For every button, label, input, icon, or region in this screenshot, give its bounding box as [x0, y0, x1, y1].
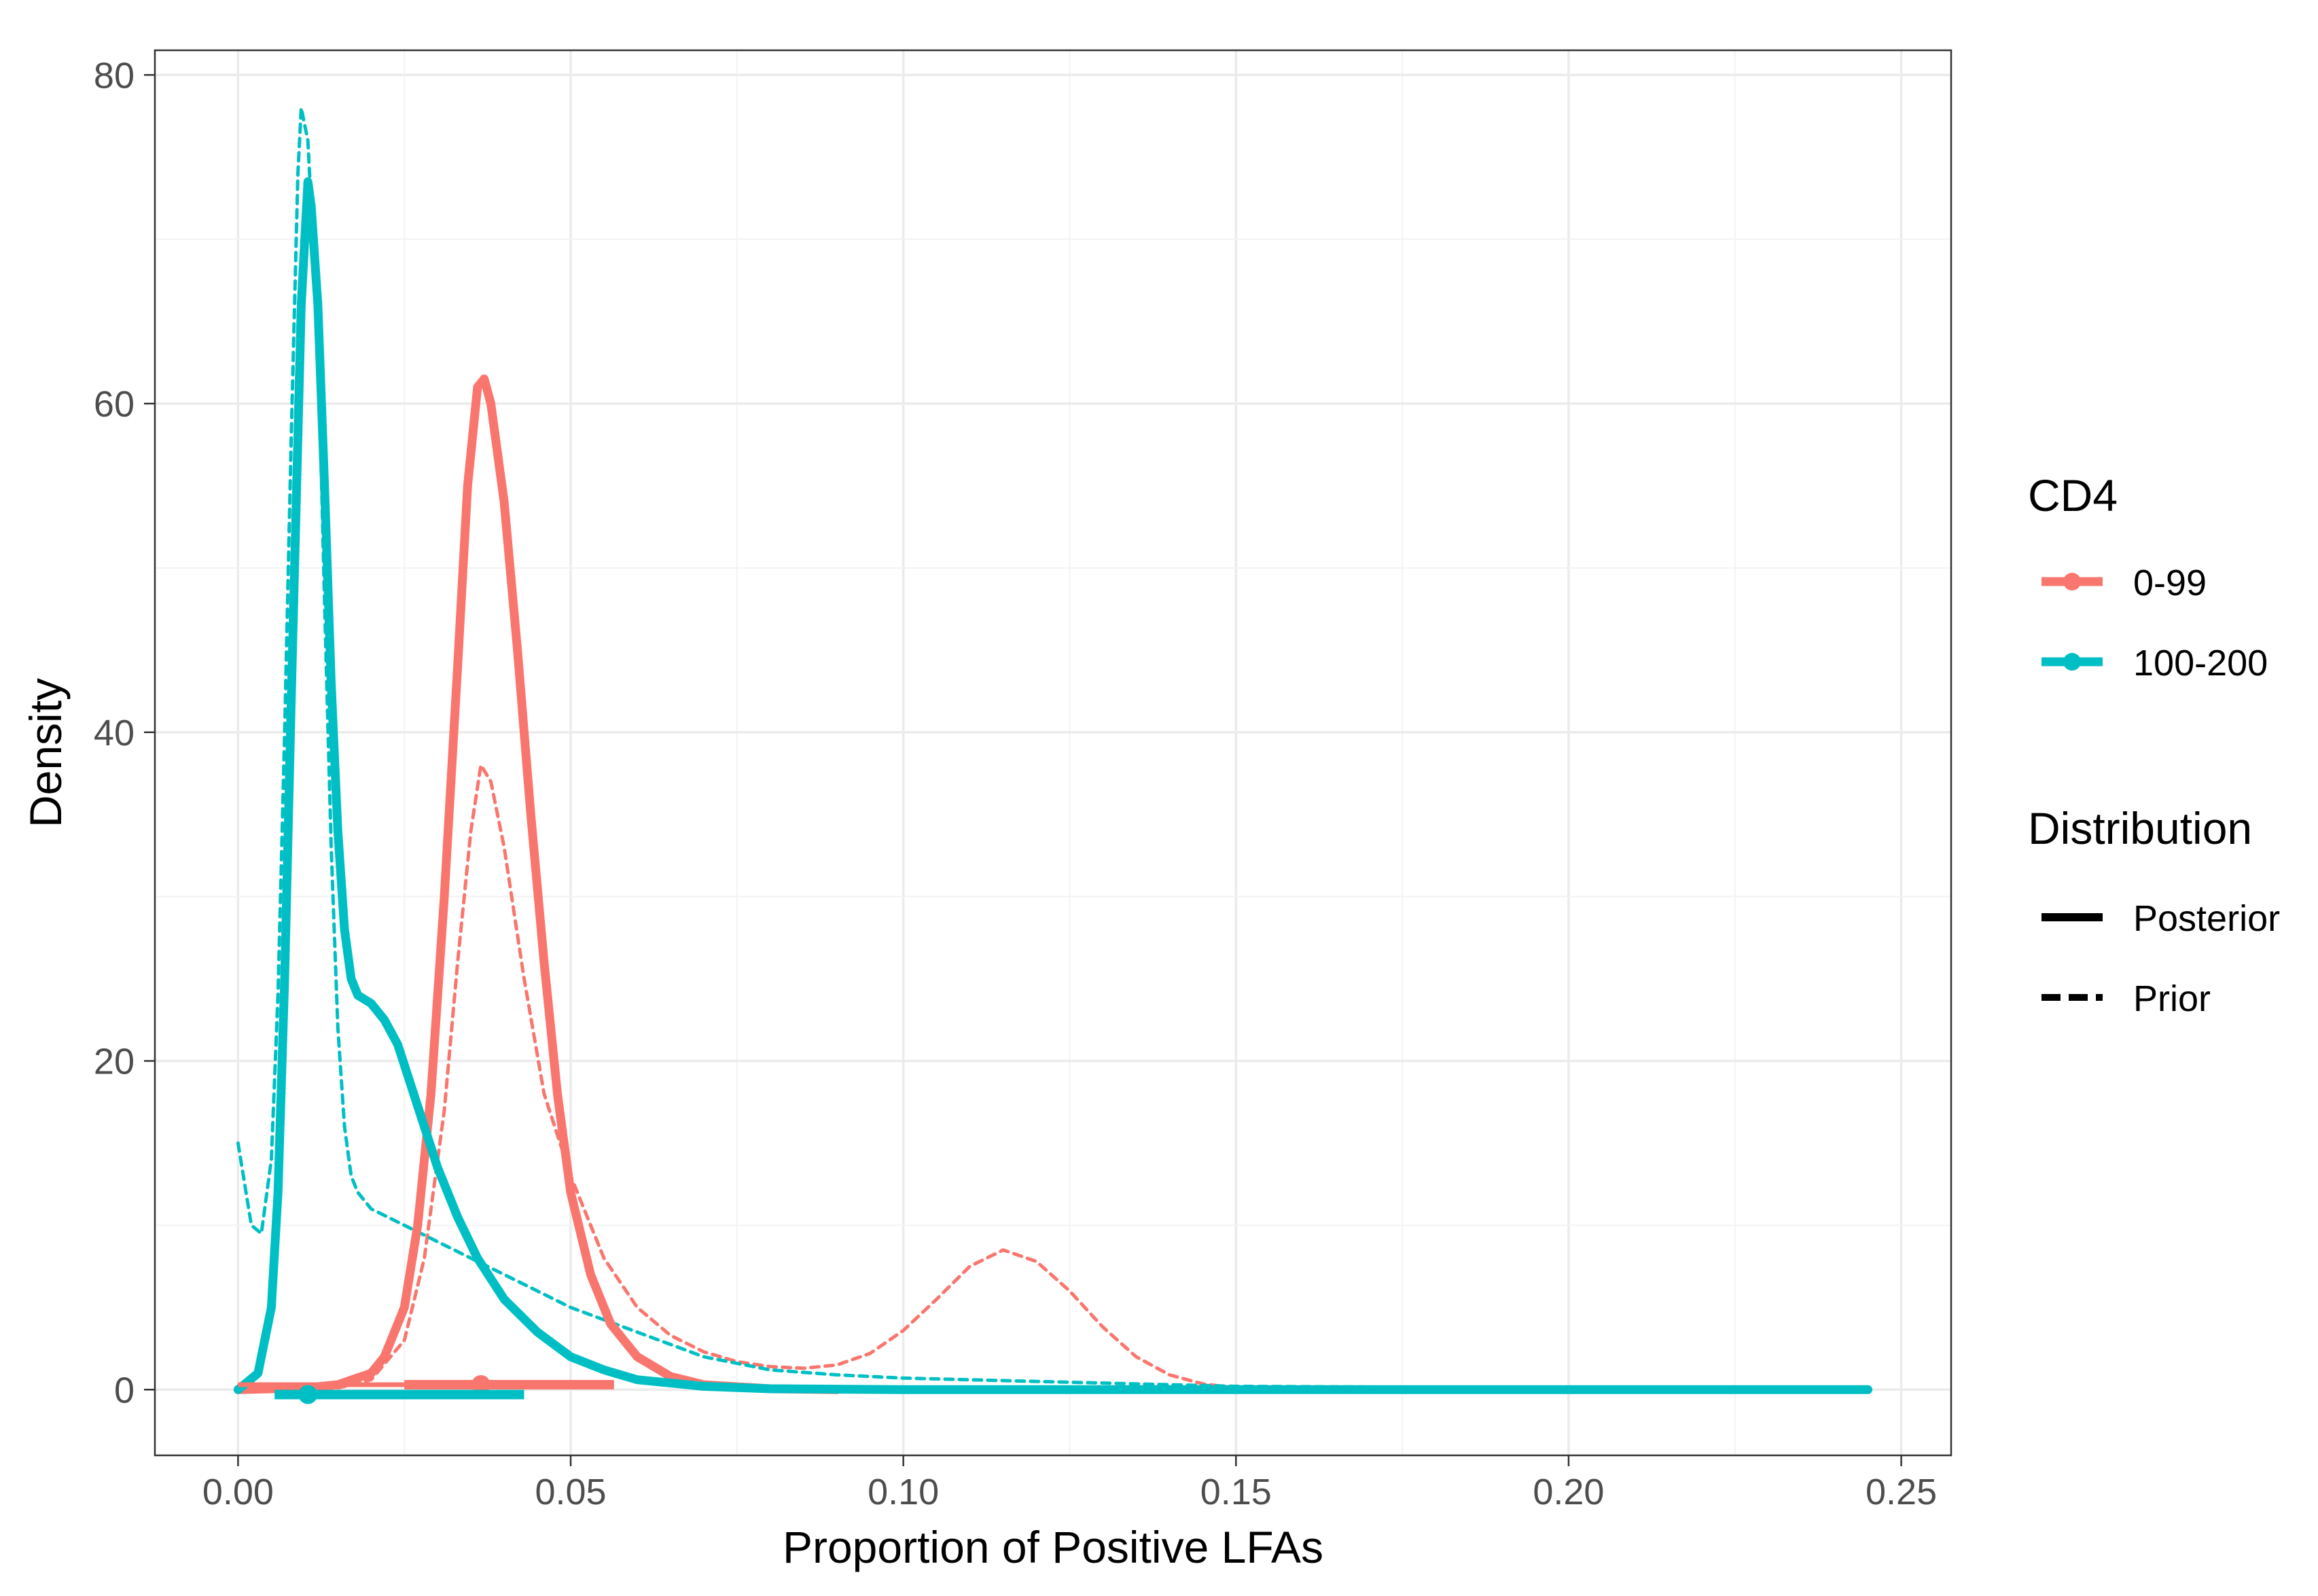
series-line-posterior-100-200 [233, 177, 1873, 1394]
series-line-prior-0-99 [236, 763, 1304, 1391]
y-tick-label: 60 [94, 384, 135, 425]
series-line-prior-100-200 [236, 106, 1870, 1391]
legend-label-100-200: 100-200 [2133, 643, 2268, 684]
legend-key-point-100-200 [2063, 653, 2081, 671]
legend-label-prior: Prior [2133, 978, 2211, 1019]
series-lines [233, 106, 1873, 1394]
y-axis-label: Density [20, 678, 71, 828]
x-axis: 0.00 0.05 0.10 0.15 0.20 0.25 [202, 1455, 1937, 1512]
y-tick-label: 20 [94, 1042, 135, 1082]
legend-title-cd4: CD4 [2028, 470, 2118, 520]
x-tick-label: 0.00 [202, 1472, 274, 1512]
legend-label-0-99: 0-99 [2133, 563, 2207, 603]
grid-lines [155, 50, 1951, 1455]
x-tick-label: 0.20 [1533, 1472, 1604, 1512]
x-tick-label: 0.05 [535, 1472, 606, 1512]
x-tick-label: 0.25 [1866, 1472, 1937, 1512]
y-tick-label: 0 [114, 1370, 135, 1411]
plot-panel-border [154, 49, 1953, 1457]
x-tick-label: 0.15 [1200, 1472, 1272, 1512]
interval-point-0-99 [471, 1375, 491, 1394]
legend: CD4 0-99 100-200 Distribution Posterior Prior [2028, 470, 2280, 1019]
y-tick-label: 80 [94, 55, 135, 96]
legend-key-point-0-99 [2063, 573, 2081, 590]
series-line-posterior-0-99 [233, 374, 842, 1394]
legend-label-posterior: Posterior [2133, 898, 2280, 939]
x-tick-label: 0.10 [868, 1472, 939, 1512]
y-axis: 0 20 40 60 80 [94, 55, 155, 1411]
legend-title-distribution: Distribution [2028, 803, 2252, 853]
interval-bars [238, 1375, 614, 1404]
y-tick-label: 40 [94, 713, 135, 753]
x-axis-label: Proportion of Positive LFAs [783, 1522, 1323, 1572]
interval-point-100-200 [298, 1385, 318, 1404]
